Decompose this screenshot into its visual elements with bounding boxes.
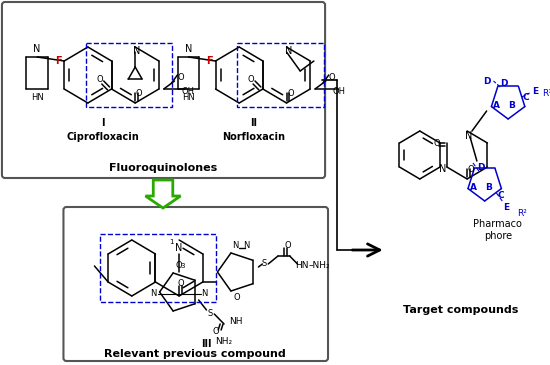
Text: C: C: [522, 92, 529, 101]
Text: B: B: [485, 182, 492, 192]
Text: F: F: [55, 56, 62, 66]
Text: III: III: [201, 339, 212, 349]
Text: S: S: [262, 260, 267, 269]
Text: O: O: [136, 88, 142, 97]
Text: O: O: [468, 165, 474, 173]
Text: 1: 1: [169, 239, 174, 245]
Text: O: O: [328, 73, 335, 81]
Text: O: O: [96, 74, 103, 84]
Bar: [100, 234, 216, 302]
Text: NH: NH: [229, 318, 243, 327]
Bar: [86, 43, 172, 107]
Text: N: N: [244, 242, 250, 250]
Text: N: N: [175, 243, 183, 253]
Text: O: O: [178, 280, 184, 288]
Text: N: N: [201, 289, 208, 299]
Text: O: O: [213, 327, 219, 337]
Text: N: N: [232, 242, 238, 250]
Text: Relevant previous compound: Relevant previous compound: [104, 349, 286, 359]
Text: Norfloxacin: Norfloxacin: [222, 132, 285, 142]
Text: A: A: [493, 100, 500, 110]
Text: HN: HN: [182, 92, 195, 101]
Text: S: S: [208, 310, 213, 319]
Text: F: F: [206, 56, 213, 66]
Text: O: O: [234, 293, 240, 303]
Text: N: N: [151, 289, 157, 299]
Text: II: II: [250, 118, 257, 128]
Text: OH: OH: [182, 87, 195, 96]
Text: Ciprofloxacin: Ciprofloxacin: [66, 132, 139, 142]
Text: HN: HN: [31, 92, 43, 101]
Text: HN: HN: [295, 261, 308, 270]
Text: N: N: [465, 131, 473, 141]
Text: O: O: [177, 73, 184, 81]
Text: R²: R²: [517, 208, 527, 218]
Text: N: N: [285, 46, 292, 56]
Text: O: O: [176, 261, 183, 270]
Text: Fluoroquinolones: Fluoroquinolones: [109, 163, 217, 173]
Text: O: O: [248, 74, 255, 84]
Text: I: I: [101, 118, 104, 128]
Text: Target compounds: Target compounds: [403, 305, 519, 315]
Text: N: N: [134, 46, 141, 56]
Text: O: O: [434, 138, 441, 147]
Text: D: D: [477, 162, 485, 172]
FancyBboxPatch shape: [2, 2, 325, 178]
Text: O: O: [287, 88, 294, 97]
Text: N: N: [439, 164, 447, 174]
Polygon shape: [145, 180, 180, 208]
Text: N: N: [185, 44, 192, 54]
Text: B: B: [509, 100, 515, 110]
FancyBboxPatch shape: [63, 207, 328, 361]
Text: O: O: [284, 242, 291, 250]
Text: Pharmaco
phore: Pharmaco phore: [474, 219, 522, 241]
Text: C: C: [497, 191, 504, 200]
Text: 3: 3: [181, 263, 185, 269]
Text: A: A: [470, 182, 476, 192]
Text: E: E: [532, 87, 538, 96]
Text: –NH₂: –NH₂: [308, 261, 330, 270]
Text: OH: OH: [333, 87, 346, 96]
Text: E: E: [503, 203, 509, 211]
Text: D: D: [483, 77, 491, 85]
Bar: [237, 43, 323, 107]
Text: D: D: [500, 78, 508, 88]
Text: NH₂: NH₂: [216, 338, 233, 346]
Text: N: N: [34, 44, 41, 54]
Text: R¹: R¹: [542, 88, 550, 97]
